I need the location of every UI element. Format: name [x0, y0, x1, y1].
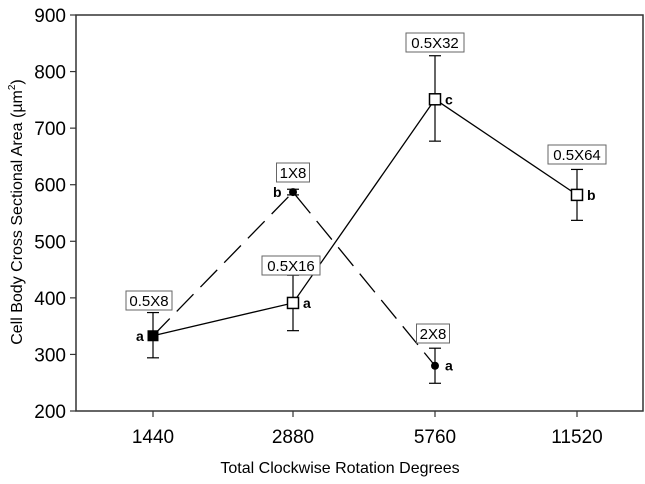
x-axis-title: Total Clockwise Rotation Degrees	[220, 460, 459, 477]
y-tick-label: 200	[34, 402, 66, 423]
y-axis-title-sup: 2	[7, 84, 18, 90]
point-label-box	[405, 32, 465, 53]
y-axis-title-close: )	[9, 79, 26, 84]
point-label: 0.5X64	[553, 147, 601, 164]
error-bars	[147, 55, 583, 384]
dashed-series-line	[152, 191, 436, 367]
y-tick-label: 600	[34, 176, 66, 197]
significance-letter: a	[445, 358, 453, 374]
point-label: 0.5X32	[411, 35, 459, 52]
point-label: 2X8	[420, 326, 447, 343]
y-tick-label: 800	[34, 63, 66, 84]
y-axis-title-main: Cell Body Cross Sectional Area (	[9, 112, 26, 345]
point-label-box	[547, 144, 607, 165]
plot-frame	[75, 14, 644, 412]
plot-border	[75, 14, 644, 412]
open-square-marker	[286, 296, 300, 310]
y-tick-label: 400	[34, 289, 66, 310]
filled-circle-marker	[431, 361, 439, 370]
point-labels: 0.5X8 a 0.5X16 a 0.5X32 c 0.5X64 b 1X8 b 2X8 a	[125, 32, 607, 374]
significance-letter: a	[303, 295, 311, 311]
y-tick-label: 700	[34, 119, 66, 140]
x-tick-label: 11520	[551, 427, 602, 448]
y-axis-title: Cell Body Cross Sectional Area (µm2)	[7, 79, 26, 345]
y-tick-label: 300	[34, 345, 66, 366]
data-markers	[147, 93, 584, 370]
open-square-marker	[570, 188, 584, 202]
significance-letter: a	[136, 328, 144, 344]
filled-circle-marker	[289, 188, 297, 197]
significance-letter: c	[445, 91, 453, 107]
y-tick-label: 500	[34, 232, 66, 253]
point-label-box	[261, 255, 321, 276]
open-square-marker	[428, 93, 442, 106]
point-label: 0.5X8	[129, 293, 168, 310]
solid-series-line	[152, 98, 578, 337]
point-label: 1X8	[280, 165, 307, 182]
point-label-box	[416, 323, 450, 344]
y-axis: 200 300 400 500 600 700 800 900	[34, 6, 76, 423]
x-axis: 1440 2880 5760 11520	[132, 411, 603, 448]
y-axis-title-unit: µm	[9, 90, 26, 113]
series-lines	[152, 98, 578, 367]
x-tick-label: 2880	[272, 427, 314, 448]
y-tick-label: 900	[34, 6, 66, 27]
x-tick-label: 1440	[132, 427, 174, 448]
significance-letter: b	[273, 184, 282, 200]
point-label-box	[125, 290, 173, 311]
filled-square-marker	[147, 330, 159, 342]
significance-letter: b	[587, 187, 596, 203]
point-label: 0.5X16	[267, 258, 315, 275]
point-label-box	[276, 162, 310, 183]
x-tick-label: 5760	[414, 427, 456, 448]
